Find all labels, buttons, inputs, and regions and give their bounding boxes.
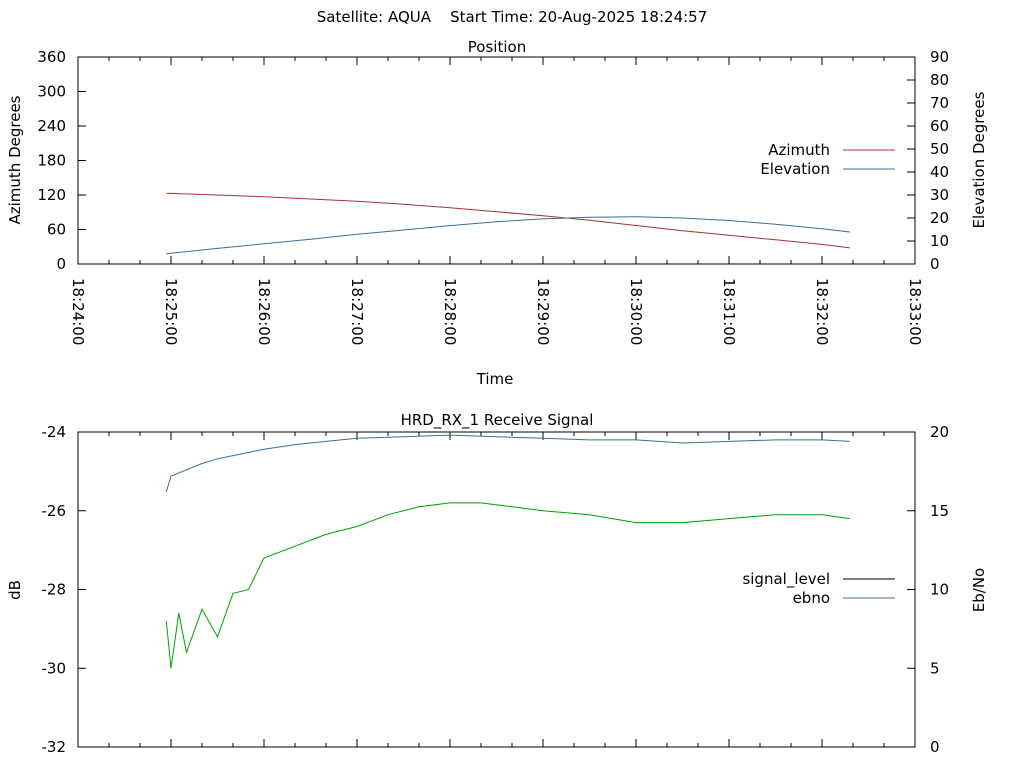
ebno-axis-label: Eb/No xyxy=(970,568,988,612)
legend-label-azimuth: Azimuth xyxy=(768,141,830,159)
legend-label-signal-level: signal_level xyxy=(742,570,830,589)
signal-time-ticks xyxy=(77,432,916,747)
series-line-unlabeled xyxy=(165,502,850,669)
time-tick-label: 18:28:00 xyxy=(441,278,459,345)
time-tick-label: 18:31:00 xyxy=(720,278,738,345)
right-tick-label: 10 xyxy=(930,581,949,599)
right-tick-label: 40 xyxy=(930,163,949,181)
signal-chart-title: HRD_RX_1 Receive Signal xyxy=(401,411,594,430)
right-tick-label: 15 xyxy=(930,502,949,520)
position-chart-title: Position xyxy=(468,38,526,56)
right-tick-label: 70 xyxy=(930,94,949,112)
azimuth-axis-label: Azimuth Degrees xyxy=(6,95,24,224)
time-tick-label: 18:27:00 xyxy=(348,278,366,345)
left-tick-label: 0 xyxy=(56,255,66,273)
left-tick-label: 360 xyxy=(37,48,66,66)
left-tick-label: -26 xyxy=(42,502,67,520)
series-line-elevation xyxy=(166,216,850,255)
page-title: Satellite: AQUA Start Time: 20-Aug-2025 … xyxy=(317,8,708,26)
right-tick-label: 50 xyxy=(930,140,949,158)
time-tick-label: 18:26:00 xyxy=(255,278,273,345)
position-series xyxy=(166,192,850,255)
right-tick-label: 10 xyxy=(930,232,949,250)
time-axis-label: Time xyxy=(476,370,514,388)
series-line-ebno xyxy=(165,434,850,493)
db-axis-label: dB xyxy=(6,580,24,600)
right-tick-label: 20 xyxy=(930,423,949,441)
signal-plot-frame xyxy=(77,431,916,748)
right-tick-label: 80 xyxy=(930,71,949,89)
right-tick-label: 0 xyxy=(930,738,940,756)
left-tick-label: -32 xyxy=(42,738,67,756)
time-tick-label: 18:29:00 xyxy=(534,278,552,345)
time-tick-label: 18:33:00 xyxy=(906,278,924,345)
left-tick-label: -30 xyxy=(42,659,67,677)
right-tick-label: 30 xyxy=(930,186,949,204)
time-tick-label: 18:24:00 xyxy=(69,278,87,345)
db-tick-labels: -32 -30 -28 -26 -24 xyxy=(42,423,86,756)
signal-series xyxy=(165,434,850,669)
left-tick-label: 180 xyxy=(37,152,66,170)
left-tick-label: -24 xyxy=(42,423,67,441)
right-tick-label: 0 xyxy=(930,255,940,273)
legend-label-elevation: Elevation xyxy=(760,160,830,178)
elevation-axis-label: Elevation Degrees xyxy=(970,91,988,228)
right-tick-label: 5 xyxy=(930,659,940,677)
left-tick-label: 300 xyxy=(37,83,66,101)
time-tick-labels: 18:24:00 18:25:00 18:26:00 18:27:00 18:28:00… xyxy=(69,57,924,345)
series-line-azimuth xyxy=(166,192,850,249)
right-tick-label: 20 xyxy=(930,209,949,227)
ebno-tick-labels: 0 5 10 15 20 xyxy=(907,423,949,756)
time-tick-label: 18:25:00 xyxy=(162,278,180,345)
left-tick-label: 60 xyxy=(47,221,66,239)
elevation-tick-labels: 0 10 20 30 40 50 60 70 80 90 xyxy=(907,48,949,273)
left-tick-label: 240 xyxy=(37,117,66,135)
azimuth-tick-labels: 0 60 120 180 240 300 360 xyxy=(37,48,86,273)
time-tick-label: 18:30:00 xyxy=(627,278,645,345)
time-tick-label: 18:32:00 xyxy=(813,278,831,345)
left-tick-label: 120 xyxy=(37,186,66,204)
left-tick-label: -28 xyxy=(42,581,67,599)
right-tick-label: 90 xyxy=(930,48,949,66)
right-tick-label: 60 xyxy=(930,117,949,135)
legend-label-ebno: ebno xyxy=(793,589,830,607)
